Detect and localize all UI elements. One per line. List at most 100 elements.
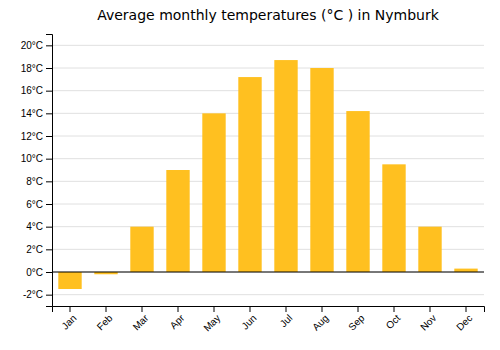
y-tick-label: 18°C <box>21 63 43 74</box>
y-tick: 18°C <box>21 63 52 74</box>
x-tick-mark <box>214 306 215 312</box>
x-tick-label: Jul <box>278 312 295 329</box>
y-tick: 20°C <box>21 40 52 51</box>
y-tick: 8°C <box>26 176 52 187</box>
y-tick-mark <box>46 113 52 114</box>
y-tick-mark <box>46 295 52 296</box>
y-tick-label: 4°C <box>26 221 43 232</box>
x-tick: Jun <box>239 306 258 332</box>
x-tick-label: Dec <box>454 312 474 332</box>
x-tick-mark <box>286 306 287 312</box>
x-tick-label: Aug <box>310 312 330 332</box>
x-tick-mark <box>358 306 359 312</box>
y-tick: 14°C <box>21 108 52 119</box>
title: Average monthly temperatures (°C ) in Ny… <box>97 7 439 23</box>
x-tick-mark <box>430 306 431 312</box>
bars <box>58 60 477 289</box>
x-tick: Dec <box>454 306 474 333</box>
y-tick-mark <box>46 249 52 250</box>
y-tick-label: 6°C <box>26 199 43 210</box>
bar <box>418 227 441 272</box>
y-tick-mark <box>46 272 52 273</box>
x-tick: Nov <box>418 306 438 333</box>
grid <box>52 45 484 294</box>
grid-line <box>52 158 484 159</box>
x-tick-label: Feb <box>95 312 115 332</box>
y-tick-label: -2°C <box>23 289 43 300</box>
y-tick-mark <box>46 181 52 182</box>
grid-line <box>52 45 484 46</box>
x-tick-label: Nov <box>418 312 438 332</box>
bar <box>346 111 369 272</box>
y-tick: -2°C <box>23 289 52 300</box>
y-tick: 0°C <box>26 267 52 278</box>
grid-line <box>52 181 484 182</box>
y-axis-line <box>46 35 53 307</box>
y-tick-mark <box>46 227 52 228</box>
bar <box>238 77 261 272</box>
x-tick-mark <box>106 306 107 312</box>
y-tick: 6°C <box>26 199 52 210</box>
y-axis: -2°C 0°C 2°C 4°C 6°C 8°C 10°C 12°C 14°C 16°C 18°C 2… <box>21 35 53 307</box>
y-tick-mark <box>46 159 52 160</box>
x-tick-mark <box>394 306 395 312</box>
y-tick-label: 12°C <box>21 131 43 142</box>
y-tick-mark <box>46 91 52 92</box>
x-tick: Sep <box>346 306 367 333</box>
bar <box>130 227 153 272</box>
x-tick-label: Jun <box>239 312 258 331</box>
x-tick-mark <box>322 306 323 312</box>
x-axis: Jan Feb Mar Apr May Jun Jul Aug Sep Oct Nov Dec <box>53 306 485 334</box>
y-tick-mark <box>46 45 52 46</box>
x-tick: Jan <box>59 306 78 332</box>
plot-area: -2°C 0°C 2°C 4°C 6°C 8°C 10°C 12°C 14°C 16°C 18°C 2… <box>21 35 485 334</box>
x-tick-mark <box>142 306 143 312</box>
x-tick: Apr <box>168 306 187 331</box>
x-tick-mark <box>178 306 179 312</box>
chart: -2°C 0°C 2°C 4°C 6°C 8°C 10°C 12°C 14°C 16°C 18°C 2… <box>0 0 500 350</box>
bar <box>166 170 189 272</box>
x-tick-label: May <box>201 312 222 333</box>
y-tick: 16°C <box>21 85 52 96</box>
y-tick-label: 2°C <box>26 244 43 255</box>
grid-line <box>52 204 484 205</box>
x-axis-line <box>53 307 485 313</box>
y-tick-mark <box>46 136 52 137</box>
bar <box>274 60 297 272</box>
y-tick: 12°C <box>21 131 52 142</box>
y-tick: 2°C <box>26 244 52 255</box>
x-tick-mark <box>466 306 467 312</box>
x-tick-label: Jan <box>59 312 78 331</box>
x-tick: Feb <box>95 306 115 332</box>
y-tick-label: 20°C <box>21 40 43 51</box>
y-tick-mark <box>46 68 52 69</box>
y-tick-label: 0°C <box>26 267 43 278</box>
x-tick: Jul <box>278 306 295 329</box>
y-tick-label: 16°C <box>21 85 43 96</box>
bar <box>382 164 405 272</box>
bar <box>202 113 225 272</box>
grid-line <box>52 68 484 69</box>
y-tick: 4°C <box>26 221 52 232</box>
x-tick: Oct <box>384 306 403 331</box>
x-tick: Mar <box>131 306 151 332</box>
x-tick-mark <box>70 306 71 312</box>
x-tick-label: Mar <box>131 312 151 332</box>
grid-line <box>52 272 484 273</box>
grid-line <box>52 136 484 137</box>
bar <box>58 272 81 289</box>
x-tick-label: Apr <box>168 312 187 331</box>
y-tick-label: 8°C <box>26 176 43 187</box>
grid-line <box>52 113 484 114</box>
y-tick-mark <box>46 204 52 205</box>
grid-line <box>52 294 484 295</box>
grid-line <box>52 90 484 91</box>
zero-line <box>52 271 484 272</box>
x-tick: May <box>201 306 222 334</box>
x-tick-label: Sep <box>346 312 367 333</box>
bar <box>310 68 333 272</box>
x-tick: Aug <box>310 306 330 333</box>
y-tick-label: 10°C <box>21 153 43 164</box>
y-tick-label: 14°C <box>21 108 43 119</box>
x-tick-label: Oct <box>384 312 403 331</box>
